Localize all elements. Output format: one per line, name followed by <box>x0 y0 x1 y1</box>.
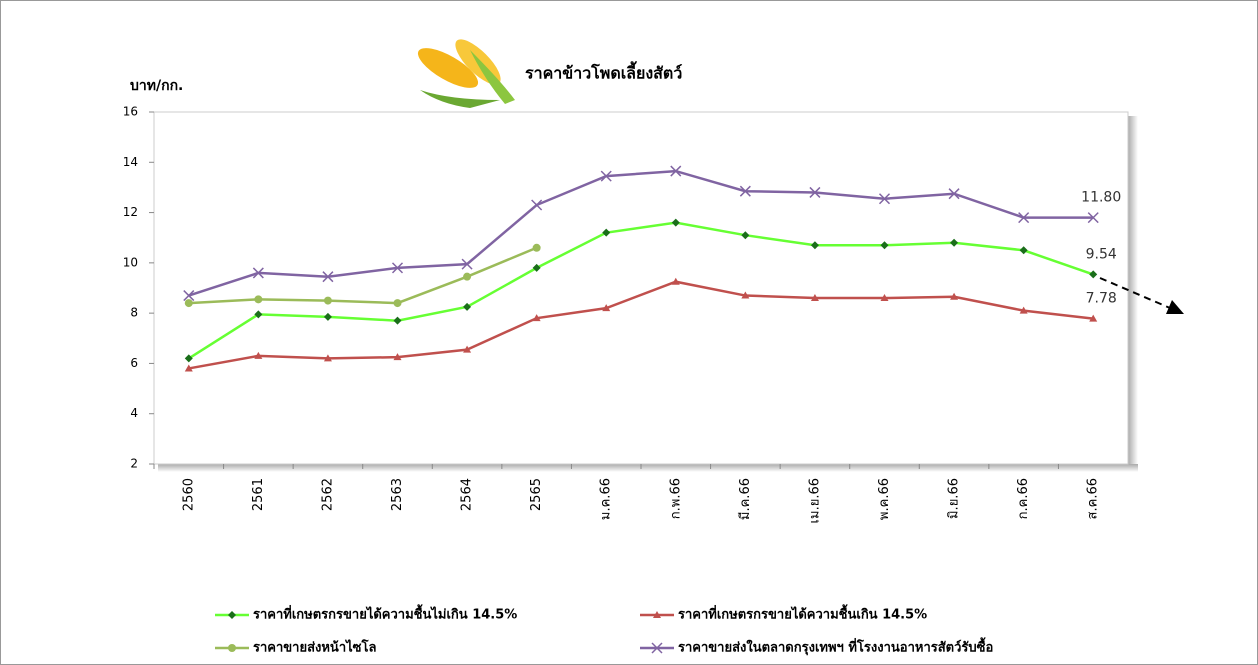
y-tick-label: 6 <box>130 356 138 370</box>
series-line <box>188 246 538 305</box>
data-point <box>810 294 819 302</box>
corn-icon <box>417 39 515 108</box>
data-point <box>1089 314 1098 322</box>
data-point <box>671 218 680 227</box>
data-point <box>461 258 473 270</box>
data-point <box>531 199 543 211</box>
data-point <box>809 186 821 198</box>
data-point <box>183 290 195 302</box>
data-point <box>532 243 541 252</box>
y-tick-label: 14 <box>123 155 138 169</box>
data-point <box>322 271 334 283</box>
data-point <box>393 316 402 325</box>
x-tick-label: 2560 <box>181 478 196 511</box>
x-tick-label: เม.ย.66 <box>807 478 822 523</box>
x-tick-label: 2561 <box>251 478 266 511</box>
data-point <box>600 170 612 182</box>
data-point <box>880 241 889 250</box>
data-point <box>323 312 332 321</box>
x-tick-label: ส.ค.66 <box>1086 478 1101 519</box>
y-tick-label: 8 <box>130 306 138 320</box>
data-point <box>323 296 332 305</box>
x-tick-label: ม.ค.66 <box>599 478 614 520</box>
data-point <box>810 241 819 250</box>
legend-marker <box>653 611 661 618</box>
legend-label: ราคาขายส่งในตลาดกรุงเทพฯ ที่โรงงานอาหารส… <box>678 637 993 656</box>
data-point <box>532 314 541 322</box>
series-line <box>188 169 1094 297</box>
legend-marker <box>228 644 236 652</box>
series-line <box>188 280 1094 370</box>
data-point <box>463 302 472 311</box>
data-point <box>1087 212 1099 224</box>
data-point <box>602 228 611 237</box>
legend-label: ราคาที่เกษตรกรขายได้ความชื้นไม่เกิน 14.5… <box>253 604 517 623</box>
data-point <box>391 262 404 274</box>
data-label: 11.80 <box>1081 190 1121 206</box>
data-point <box>741 291 750 299</box>
x-tick-label: 2564 <box>460 478 475 511</box>
data-point <box>878 193 891 205</box>
data-point <box>184 354 193 363</box>
data-point <box>602 304 611 312</box>
data-point <box>670 165 682 177</box>
data-point <box>393 353 402 361</box>
series-line <box>188 221 1094 360</box>
data-point <box>1019 306 1028 314</box>
x-tick-label: 2563 <box>390 478 405 511</box>
y-tick-label: 10 <box>123 255 138 269</box>
data-point <box>323 354 332 362</box>
data-point <box>1089 270 1098 279</box>
data-point <box>252 267 264 279</box>
x-tick-label: ก.พ.66 <box>668 478 683 519</box>
plot-area <box>153 111 1129 465</box>
data-point <box>741 231 750 240</box>
shadow <box>158 464 1138 472</box>
data-point <box>532 263 541 272</box>
legend-marker <box>228 611 236 619</box>
y-tick-label: 4 <box>130 406 138 420</box>
data-point <box>880 294 889 302</box>
data-point <box>393 299 402 308</box>
data-label: 7.78 <box>1086 291 1117 307</box>
x-tick-label: ก.ค.66 <box>1016 478 1031 519</box>
shadow <box>1128 116 1138 466</box>
legend-label: ราคาที่เกษตรกรขายได้ความชื้นเกิน 14.5% <box>678 604 927 623</box>
y-axis-label: บาท/กก. <box>130 78 183 94</box>
data-point <box>948 188 960 200</box>
x-tick-label: 2562 <box>320 478 335 511</box>
y-tick-label: 16 <box>123 105 138 119</box>
y-tick-label: 12 <box>123 205 138 219</box>
data-point <box>254 310 263 319</box>
chart-title: ราคาข้าวโพดเลี้ยงสัตว์ <box>525 61 682 83</box>
data-point <box>254 351 263 359</box>
data-point <box>463 272 472 281</box>
x-tick-label: มี.ค.66 <box>737 478 753 520</box>
data-point <box>254 295 263 304</box>
data-point <box>1018 212 1030 224</box>
data-point <box>950 292 959 300</box>
data-point <box>671 277 680 285</box>
data-point <box>739 185 751 197</box>
data-point <box>184 299 193 308</box>
x-tick-label: พ.ค.66 <box>877 478 892 520</box>
data-point <box>1019 246 1028 255</box>
data-point <box>184 364 193 372</box>
data-point <box>950 238 959 247</box>
legend-label: ราคาขายส่งหน้าไซโล <box>253 639 376 656</box>
data-label: 9.54 <box>1086 246 1117 262</box>
x-tick-label: มิ.ย.66 <box>947 478 962 519</box>
x-tick-label: 2565 <box>529 478 544 511</box>
legend-marker <box>651 642 663 654</box>
data-point <box>463 345 472 353</box>
trend-arrow <box>1099 277 1184 314</box>
y-tick-label: 2 <box>130 457 138 471</box>
